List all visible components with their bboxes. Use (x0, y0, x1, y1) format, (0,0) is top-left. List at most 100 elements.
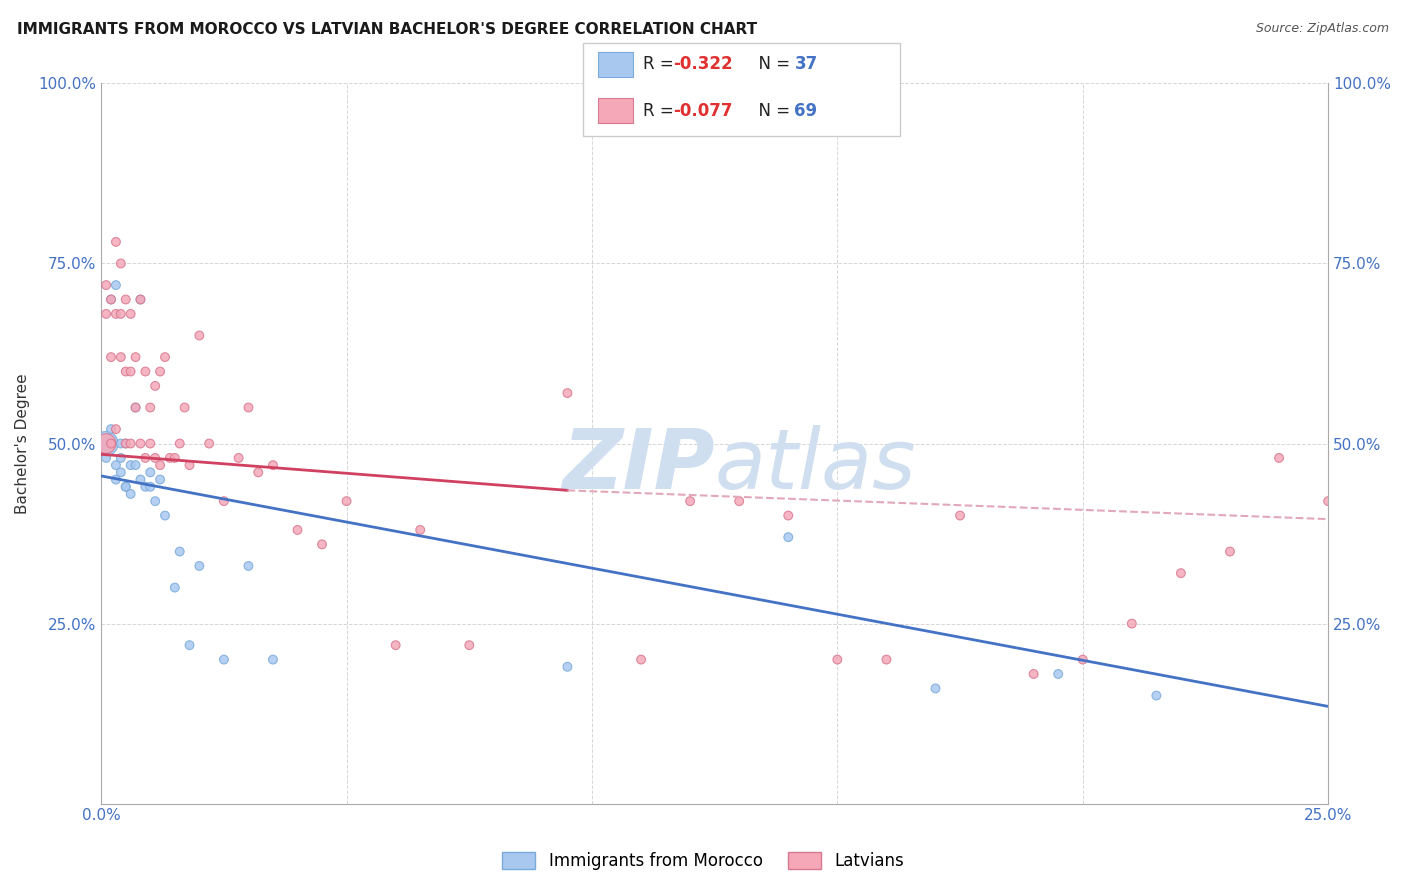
Point (153, 350, 176, 364)
Point (149, 458, 172, 472)
Point (153, 508, 176, 523)
Point (129, 436, 152, 450)
Point (311, 537, 333, 551)
Point (1341, 523, 1364, 537)
Point (94, 436, 117, 450)
Point (630, 652, 652, 666)
Point (124, 401, 146, 415)
Point (104, 422, 127, 436)
Y-axis label: Bachelor's Degree: Bachelor's Degree (15, 373, 30, 514)
Text: R =: R = (643, 102, 679, 120)
Point (94, 436, 117, 450)
Point (1268, 450, 1291, 465)
Point (247, 466, 270, 480)
Point (134, 480, 156, 494)
Point (1357, 508, 1379, 523)
Point (110, 450, 132, 465)
Point (238, 558, 260, 573)
Point (149, 473, 172, 487)
Point (1047, 667, 1070, 681)
Point (104, 235, 127, 249)
Point (139, 436, 162, 450)
Point (100, 350, 122, 364)
Point (179, 638, 201, 652)
Point (262, 652, 284, 666)
Point (1071, 652, 1094, 666)
Point (104, 307, 127, 321)
Point (124, 458, 146, 472)
Point (1376, 616, 1399, 631)
Point (384, 638, 406, 652)
Text: Source: ZipAtlas.com: Source: ZipAtlas.com (1256, 22, 1389, 36)
Point (198, 436, 221, 450)
Point (827, 652, 849, 666)
Point (169, 544, 191, 558)
Point (173, 401, 195, 415)
Point (114, 480, 136, 494)
Point (114, 436, 136, 450)
Point (110, 350, 132, 364)
Point (120, 487, 142, 501)
Text: 37: 37 (794, 55, 818, 73)
Point (94, 278, 117, 293)
Text: -0.077: -0.077 (673, 102, 733, 120)
Point (409, 523, 432, 537)
Point (134, 364, 156, 378)
Text: R =: R = (643, 55, 679, 73)
Point (139, 466, 162, 480)
Point (104, 458, 127, 472)
Point (188, 328, 211, 343)
Text: IMMIGRANTS FROM MOROCCO VS LATVIAN BACHELOR'S DEGREE CORRELATION CHART: IMMIGRANTS FROM MOROCCO VS LATVIAN BACHE… (17, 22, 756, 37)
Point (679, 494, 702, 508)
Point (110, 436, 132, 450)
Legend: Immigrants from Morocco, Latvians: Immigrants from Morocco, Latvians (495, 845, 911, 877)
Point (143, 494, 166, 508)
Point (94, 450, 117, 465)
Point (1022, 667, 1045, 681)
Point (188, 558, 211, 573)
Text: 69: 69 (794, 102, 817, 120)
Point (104, 473, 127, 487)
Point (336, 494, 359, 508)
Point (124, 350, 146, 364)
Point (129, 293, 152, 307)
Point (143, 379, 166, 393)
Text: N =: N = (748, 55, 796, 73)
Point (139, 480, 162, 494)
Point (1367, 544, 1389, 558)
Point (100, 436, 122, 450)
Point (110, 307, 132, 321)
Point (120, 458, 142, 472)
Point (169, 436, 191, 450)
Point (778, 530, 800, 544)
Text: -0.322: -0.322 (673, 55, 733, 73)
Point (924, 681, 946, 696)
Point (100, 293, 122, 307)
Point (120, 307, 142, 321)
Point (129, 473, 152, 487)
Point (458, 638, 481, 652)
Point (100, 422, 122, 436)
Point (104, 278, 127, 293)
Point (139, 401, 162, 415)
Point (1121, 616, 1143, 631)
Point (1170, 566, 1192, 581)
Text: atlas: atlas (714, 425, 917, 506)
Point (728, 494, 751, 508)
Point (228, 450, 250, 465)
Point (134, 450, 156, 465)
Point (212, 652, 235, 666)
Point (1219, 544, 1241, 558)
Point (179, 458, 201, 472)
Point (262, 458, 284, 472)
Point (114, 436, 136, 450)
Point (875, 652, 897, 666)
Point (949, 508, 972, 523)
Point (94, 307, 117, 321)
Point (778, 508, 800, 523)
Point (287, 523, 309, 537)
Point (114, 480, 136, 494)
Point (212, 494, 235, 508)
Text: ZIP: ZIP (562, 425, 714, 506)
Point (557, 386, 579, 401)
